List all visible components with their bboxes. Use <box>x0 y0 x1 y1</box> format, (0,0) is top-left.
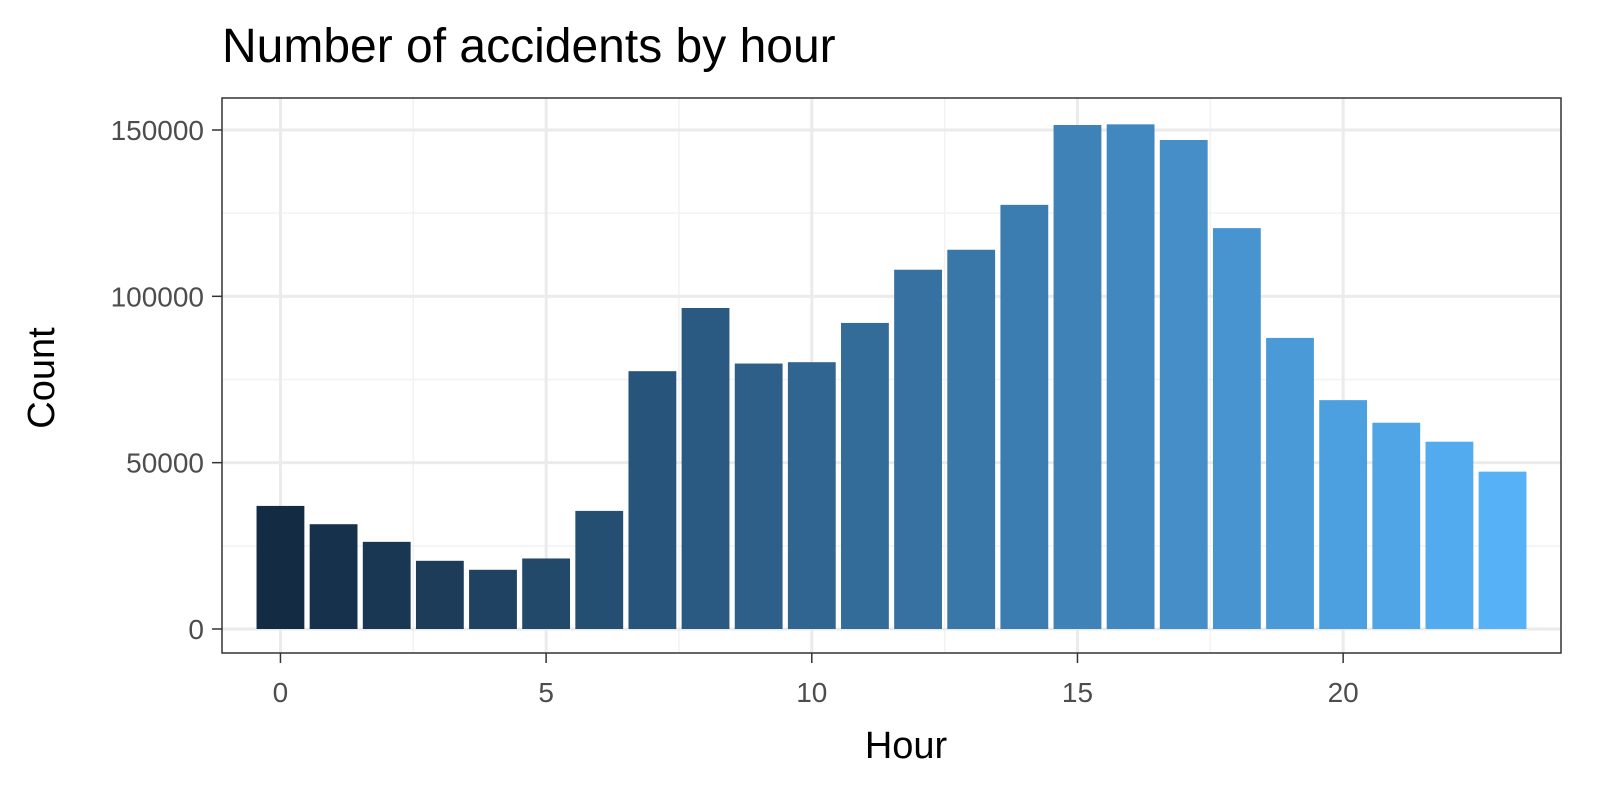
bar-hour-5 <box>522 558 571 629</box>
bar-hour-20 <box>1319 400 1368 629</box>
bar-hour-1 <box>309 524 358 629</box>
y-tick-label: 0 <box>188 614 204 645</box>
y-tick-label: 100000 <box>111 281 204 312</box>
bar-hour-4 <box>469 569 517 629</box>
bar-hour-3 <box>415 560 464 629</box>
bar-hour-2 <box>362 541 411 629</box>
y-axis: 0 50000 100000 150000 <box>111 115 222 645</box>
bar-hour-14 <box>1000 204 1049 629</box>
bar-hour-21 <box>1372 422 1421 629</box>
bar-hour-11 <box>841 322 889 629</box>
bar-hour-23 <box>1478 471 1527 629</box>
bar-hour-17 <box>1159 139 1208 630</box>
bar-hour-22 <box>1425 441 1474 629</box>
x-axis-label: Hour <box>865 725 948 767</box>
x-axis: 0 5 10 15 20 <box>273 653 1359 708</box>
x-tick-label: 0 <box>273 677 289 708</box>
bars <box>256 124 1527 630</box>
y-axis-label: Count <box>21 327 63 429</box>
chart-title: Number of accidents by hour <box>222 20 836 73</box>
bar-hour-7 <box>628 371 677 629</box>
bar-hour-6 <box>575 510 624 629</box>
bar-hour-12 <box>894 269 942 629</box>
x-tick-label: 5 <box>538 677 554 708</box>
bar-hour-8 <box>681 307 730 629</box>
bar-hour-19 <box>1266 337 1314 629</box>
x-tick-label: 20 <box>1328 677 1359 708</box>
plot-panel <box>221 97 1562 654</box>
y-tick-label: 50000 <box>126 448 204 479</box>
bar-hour-10 <box>787 362 836 629</box>
x-tick-label: 15 <box>1062 677 1093 708</box>
x-tick-label: 10 <box>796 677 827 708</box>
bar-hour-9 <box>734 363 783 629</box>
bar-hour-16 <box>1106 124 1155 629</box>
bar-hour-15 <box>1053 125 1102 629</box>
panel-border <box>221 97 1562 654</box>
bar-hour-13 <box>947 249 996 629</box>
bar-hour-18 <box>1212 228 1261 630</box>
y-tick-label: 150000 <box>111 115 204 146</box>
bar-hour-0 <box>256 505 305 629</box>
